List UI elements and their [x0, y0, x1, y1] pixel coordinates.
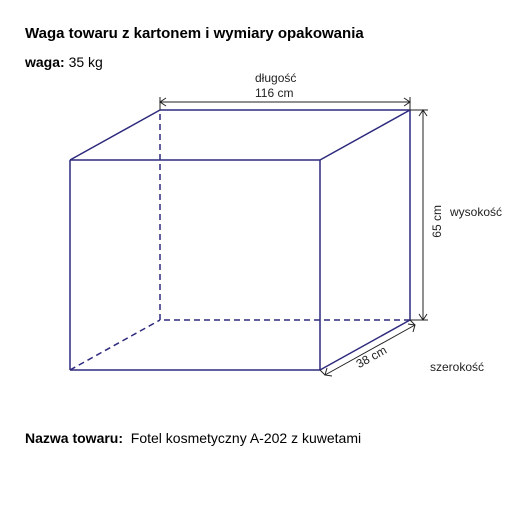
product-value: Fotel kosmetyczny A-202 z kuwetami	[131, 430, 361, 446]
width-axis-label: szerokość	[430, 360, 484, 374]
length-value: 116 cm	[255, 86, 293, 100]
height-axis-label: wysokość	[450, 205, 502, 219]
product-row: Nazwa towaru: Fotel kosmetyczny A-202 z …	[25, 430, 485, 446]
weight-label: waga:	[25, 54, 65, 70]
height-value: 65 cm	[430, 205, 444, 238]
product-label: Nazwa towaru:	[25, 430, 123, 446]
cube-svg	[25, 75, 485, 415]
weight-row: waga: 35 kg	[25, 54, 485, 70]
length-axis-label: długość	[255, 71, 296, 85]
box-diagram: długość 116 cm 65 cm wysokość 38 cm szer…	[25, 75, 485, 415]
page-title: Waga towaru z kartonem i wymiary opakowa…	[25, 25, 485, 42]
weight-value: 35 kg	[69, 54, 103, 70]
